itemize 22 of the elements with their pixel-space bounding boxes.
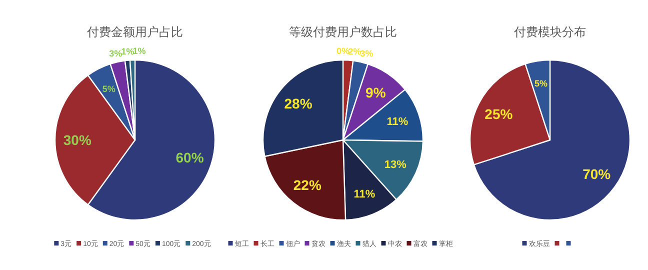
chart-title: 等级付费用户数占比	[289, 25, 397, 39]
data-label: 3%	[360, 48, 374, 58]
data-label: 60%	[176, 150, 204, 166]
data-label: 28%	[284, 96, 313, 112]
data-label: 22%	[293, 177, 322, 194]
data-label: 13%	[384, 158, 407, 171]
data-label: 25%	[484, 106, 514, 122]
data-label: 9%	[366, 84, 386, 100]
data-label: 1%	[132, 46, 146, 56]
data-label: 3%	[109, 48, 122, 58]
text: 0%	[336, 46, 350, 56]
data-label: 30%	[63, 132, 92, 148]
data-label: 70%	[582, 166, 612, 182]
data-label: 1%	[121, 46, 134, 57]
chart-title: 付费金额用户占比	[86, 25, 183, 39]
pie-slice	[473, 59, 631, 221]
data-label: 5%	[102, 84, 116, 94]
chart-title: 付费模块分布	[513, 25, 586, 39]
data-label: 2%	[348, 46, 362, 56]
data-label: 11%	[354, 188, 376, 200]
data-label: 11%	[386, 116, 408, 128]
data-label: 5%	[534, 78, 548, 88]
